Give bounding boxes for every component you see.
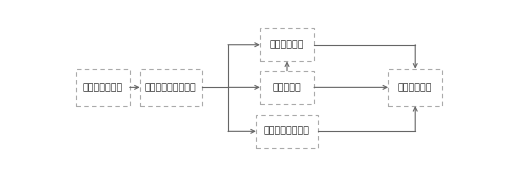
FancyBboxPatch shape (75, 69, 130, 106)
Text: 故障分析模块: 故障分析模块 (398, 83, 432, 92)
Text: 图像预处理模块: 图像预处理模块 (83, 83, 123, 92)
FancyBboxPatch shape (260, 71, 314, 104)
FancyBboxPatch shape (256, 115, 318, 148)
Text: 待预测区域检测模块: 待预测区域检测模块 (145, 83, 196, 92)
Text: 异常放电分析模块: 异常放电分析模块 (264, 127, 310, 136)
FancyBboxPatch shape (260, 28, 314, 61)
FancyBboxPatch shape (140, 69, 202, 106)
Text: 温度分析模块: 温度分析模块 (270, 40, 304, 49)
FancyBboxPatch shape (388, 69, 442, 106)
Text: 数据库模块: 数据库模块 (272, 83, 301, 92)
